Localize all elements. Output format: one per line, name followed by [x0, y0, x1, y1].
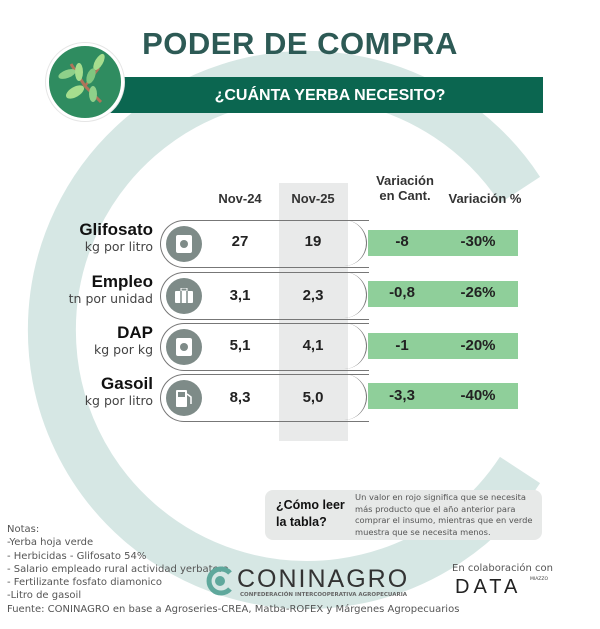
value-var-cant: -8 — [395, 233, 409, 250]
header-nov24: Nov-24 — [218, 191, 262, 206]
coninagro-logo: CONINAGRO — [237, 565, 410, 593]
row-pill-end — [336, 374, 367, 420]
fuel-pump-icon — [166, 380, 202, 416]
how-to-read-title: ¿Cómo leer la tabla? — [276, 498, 345, 529]
value-nov25: 19 — [304, 233, 322, 250]
value-var-pct: -26% — [460, 284, 496, 301]
notes-title: Notas: — [7, 524, 40, 535]
note-item: - Salario empleado rural actividad yerba… — [7, 563, 229, 575]
value-nov25: 5,0 — [302, 389, 324, 406]
header-variation-qty-line1: Variación — [376, 173, 434, 188]
value-nov24: 27 — [231, 233, 249, 250]
data-logo-sub: MIAZZO — [530, 577, 548, 582]
page-title: PODER DE COMPRA — [142, 26, 458, 61]
row-name: Gasoil — [101, 374, 153, 393]
value-var-cant: -1 — [395, 337, 409, 354]
row-unit: kg por litro — [84, 393, 153, 408]
herbicide-bag-icon — [166, 226, 202, 262]
collaboration-text: En colaboración con — [452, 563, 553, 574]
value-var-cant: -3,3 — [389, 387, 415, 404]
value-var-pct: -30% — [460, 233, 496, 250]
data-logo: DATA — [455, 576, 522, 598]
yerba-leaf-icon — [46, 43, 124, 121]
briefcase-icon — [166, 278, 202, 314]
row-unit: tn por unidad — [68, 291, 153, 306]
row-pill-end — [336, 220, 367, 266]
value-nov24: 3,1 — [229, 287, 251, 304]
row-unit: kg por litro — [84, 239, 153, 254]
value-nov24: 5,1 — [229, 337, 251, 354]
how-to-read-text: Un valor en rojo significa que se necesi… — [355, 492, 533, 537]
row-pill-end — [336, 323, 367, 369]
value-nov24: 8,3 — [229, 389, 251, 406]
variation-box — [368, 333, 518, 359]
row-pill — [160, 323, 369, 371]
subtitle-banner — [100, 77, 543, 113]
row-name: Glifosato — [79, 220, 153, 239]
note-item: - Fertilizante fosfato diamonico — [7, 577, 163, 589]
value-var-cant: -0,8 — [389, 284, 415, 301]
header-nov25: Nov-25 — [291, 191, 335, 206]
header-variation-qty-line2: en Cant. — [379, 188, 431, 203]
row-unit: kg por kg — [93, 342, 153, 357]
how-to-read-box — [265, 490, 542, 540]
value-var-pct: -20% — [460, 337, 496, 354]
variation-box — [368, 230, 518, 256]
source: Fuente: CONINAGRO en base a Agroseries-C… — [7, 603, 460, 615]
coninagro-logo-icon — [205, 566, 235, 596]
note-item: -Yerba hoja verde — [7, 537, 94, 549]
row-pill — [160, 220, 369, 268]
value-nov25: 4,1 — [302, 337, 324, 354]
variation-box — [368, 383, 518, 409]
header-variation-qty: Variación en Cant. — [365, 173, 445, 203]
note-item: - Herbicidas - Glifosato 54% — [7, 550, 147, 562]
note-item: -Litro de gasoil — [7, 590, 82, 602]
row-name: DAP — [117, 323, 153, 342]
fertilizer-bag-icon — [166, 329, 202, 365]
subtitle: ¿CUÁNTA YERBA NECESITO? — [214, 87, 446, 104]
value-nov25: 2,3 — [302, 287, 324, 304]
row-pill — [160, 374, 369, 422]
coninagro-logo-subtitle: Confederación Intercooperativa Agropecua… — [240, 592, 408, 598]
row-pill — [160, 272, 369, 320]
notes: Notas: -Yerba hoja verde - Herbicidas - … — [7, 523, 459, 616]
row-pill-end — [336, 272, 367, 318]
value-var-pct: -40% — [460, 387, 496, 404]
row-name: Empleo — [91, 272, 153, 291]
variation-box — [368, 281, 518, 307]
header-variation-pct: Variación % — [448, 191, 522, 206]
